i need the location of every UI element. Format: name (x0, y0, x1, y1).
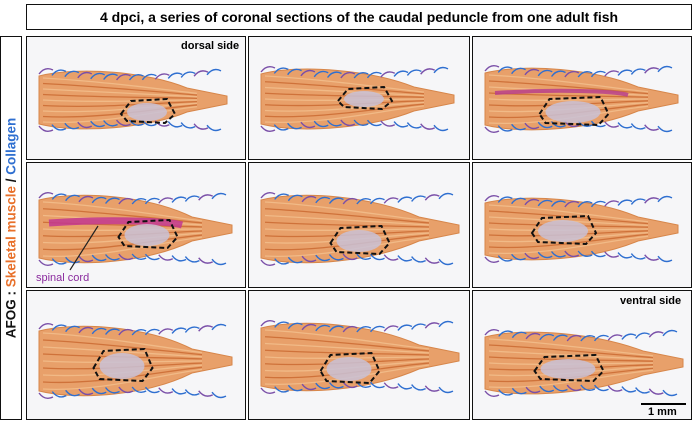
stain-slash: / (3, 174, 19, 186)
stain-label-box: AFOG : Skeletal muscle / Collagen (0, 36, 22, 420)
section-panel-7 (26, 290, 246, 420)
scale-bar-label: 1 mm (648, 406, 677, 418)
ventral-side-label: ventral side (620, 295, 682, 307)
section-panel-6 (472, 162, 692, 288)
stain-prefix: AFOG : (3, 287, 19, 339)
stain-collagen-label: Collagen (3, 117, 19, 175)
section-panel-3 (472, 36, 692, 160)
tissue-section-image (38, 191, 233, 267)
spinal-cord-label: spinal cord (36, 272, 90, 284)
section-panel-2 (248, 36, 470, 160)
stain-muscle-label: Skeletal muscle (3, 185, 19, 288)
section-panel-9 (472, 290, 692, 420)
tissue-section-image (38, 322, 233, 400)
tissue-section-image (260, 65, 455, 133)
figure-title: 4 dpci, a series of coronal sections of … (26, 4, 692, 30)
tissue-section-image (484, 194, 679, 264)
section-panel-4 (26, 162, 246, 288)
tissue-section-image (38, 67, 228, 133)
tissue-section-image (484, 328, 684, 398)
figure-title-text: 4 dpci, a series of coronal sections of … (99, 9, 619, 25)
dorsal-side-label: dorsal side (181, 40, 240, 52)
section-panel-8 (248, 290, 470, 420)
stain-label: AFOG : Skeletal muscle / Collagen (4, 118, 19, 339)
tissue-section-image (260, 319, 460, 395)
section-panel-5 (248, 162, 470, 288)
section-panel-1 (26, 36, 246, 160)
tissue-section-image (260, 191, 460, 267)
tissue-section-image (484, 64, 679, 134)
